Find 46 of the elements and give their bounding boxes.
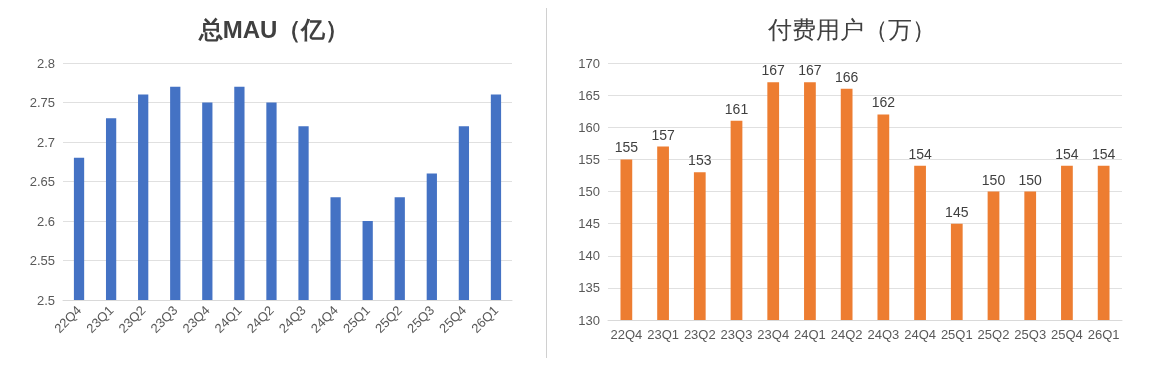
x-tick-label: 26Q1 xyxy=(1087,327,1120,342)
data-label: 153 xyxy=(688,152,712,169)
x-tick-label: 24Q1 xyxy=(794,327,826,342)
data-label: 154 xyxy=(1091,145,1116,162)
x-tick-label: 25Q1 xyxy=(940,327,973,342)
x-tick-label: 23Q1 xyxy=(647,327,679,342)
x-tick-label: 22Q4 xyxy=(610,327,643,342)
y-tick-label: 150 xyxy=(578,184,600,199)
y-tick-label: 2.6 xyxy=(36,213,55,229)
data-label: 157 xyxy=(651,126,675,143)
data-label: 167 xyxy=(761,62,786,79)
data-label: 150 xyxy=(981,171,1006,188)
chart-title: 总MAU（亿） xyxy=(197,15,350,43)
x-tick-label: 25Q2 xyxy=(977,327,1010,342)
y-tick-label: 135 xyxy=(578,280,600,296)
x-tick-label: 24Q2 xyxy=(830,327,863,342)
data-label: 145 xyxy=(945,203,969,220)
x-tick-label: 23Q2 xyxy=(683,327,716,342)
x-tick-label: 23Q3 xyxy=(720,327,753,342)
data-label: 155 xyxy=(614,139,639,156)
data-label: 167 xyxy=(798,62,822,79)
y-tick-label: 170 xyxy=(578,55,600,71)
chart-title: 付费用户（万） xyxy=(766,15,936,43)
x-tick-label: 25Q4 xyxy=(1051,327,1083,342)
y-tick-label: 2.5 xyxy=(36,292,55,308)
y-tick-label: 2.55 xyxy=(29,253,55,268)
y-tick-label: 2.7 xyxy=(36,134,55,150)
data-label: 166 xyxy=(834,68,859,85)
data-label: 154 xyxy=(908,145,932,162)
data-label: 150 xyxy=(1018,171,1043,188)
x-tick-label: 24Q4 xyxy=(904,327,936,342)
data-label: 161 xyxy=(724,100,749,117)
x-tick-label: 23Q4 xyxy=(757,327,790,342)
x-tick-label: 25Q3 xyxy=(1014,327,1047,342)
y-tick-label: 160 xyxy=(578,119,600,135)
y-tick-label: 140 xyxy=(578,248,600,264)
data-label: 154 xyxy=(1055,145,1079,162)
data-label: 162 xyxy=(871,94,896,111)
y-tick-label: 145 xyxy=(578,216,600,232)
y-tick-label: 165 xyxy=(578,87,600,103)
y-tick-label: 155 xyxy=(578,151,600,167)
y-tick-label: 2.65 xyxy=(29,174,55,189)
x-tick-label: 24Q3 xyxy=(867,327,900,342)
y-tick-label: 2.8 xyxy=(36,55,55,71)
y-tick-label: 130 xyxy=(578,312,600,328)
y-tick-label: 2.75 xyxy=(29,95,55,110)
